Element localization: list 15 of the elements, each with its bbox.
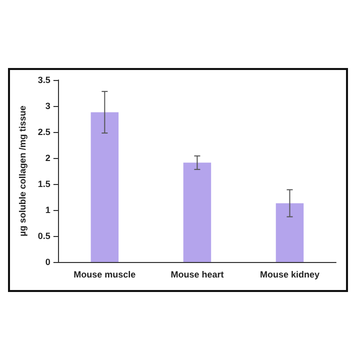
- y-tick-label: 0.5: [38, 231, 50, 241]
- y-tick-label: 0: [45, 257, 50, 267]
- x-tick-label: Mouse muscle: [74, 270, 136, 280]
- y-tick-label: 2.5: [38, 127, 50, 137]
- y-tick-label: 1: [45, 205, 50, 215]
- y-tick-label: 3.5: [38, 75, 50, 85]
- y-axis-title: µg soluble collagen /mg tissue: [18, 106, 28, 236]
- bar: [276, 203, 304, 262]
- bar: [90, 112, 119, 262]
- bar: [183, 162, 212, 262]
- y-tick-label: 2: [45, 153, 50, 163]
- y-tick-label: 3: [45, 101, 50, 111]
- x-tick-label: Mouse heart: [170, 270, 224, 280]
- y-tick-label: 1.5: [38, 179, 50, 189]
- x-tick-label: Mouse kidney: [260, 270, 320, 280]
